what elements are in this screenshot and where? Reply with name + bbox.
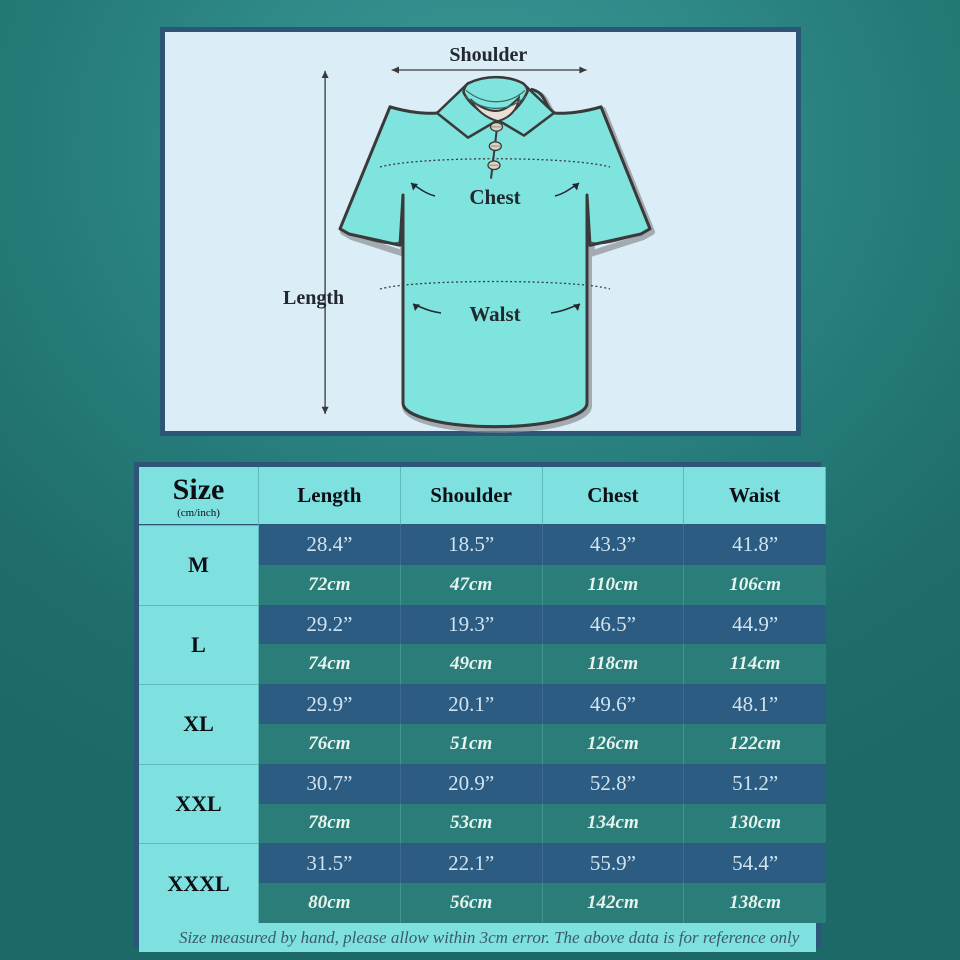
svg-text:Length: Length [283, 287, 344, 309]
svg-text:Walst: Walst [469, 302, 520, 326]
svg-text:Chest: Chest [469, 185, 520, 209]
svg-text:Shoulder: Shoulder [449, 44, 527, 66]
